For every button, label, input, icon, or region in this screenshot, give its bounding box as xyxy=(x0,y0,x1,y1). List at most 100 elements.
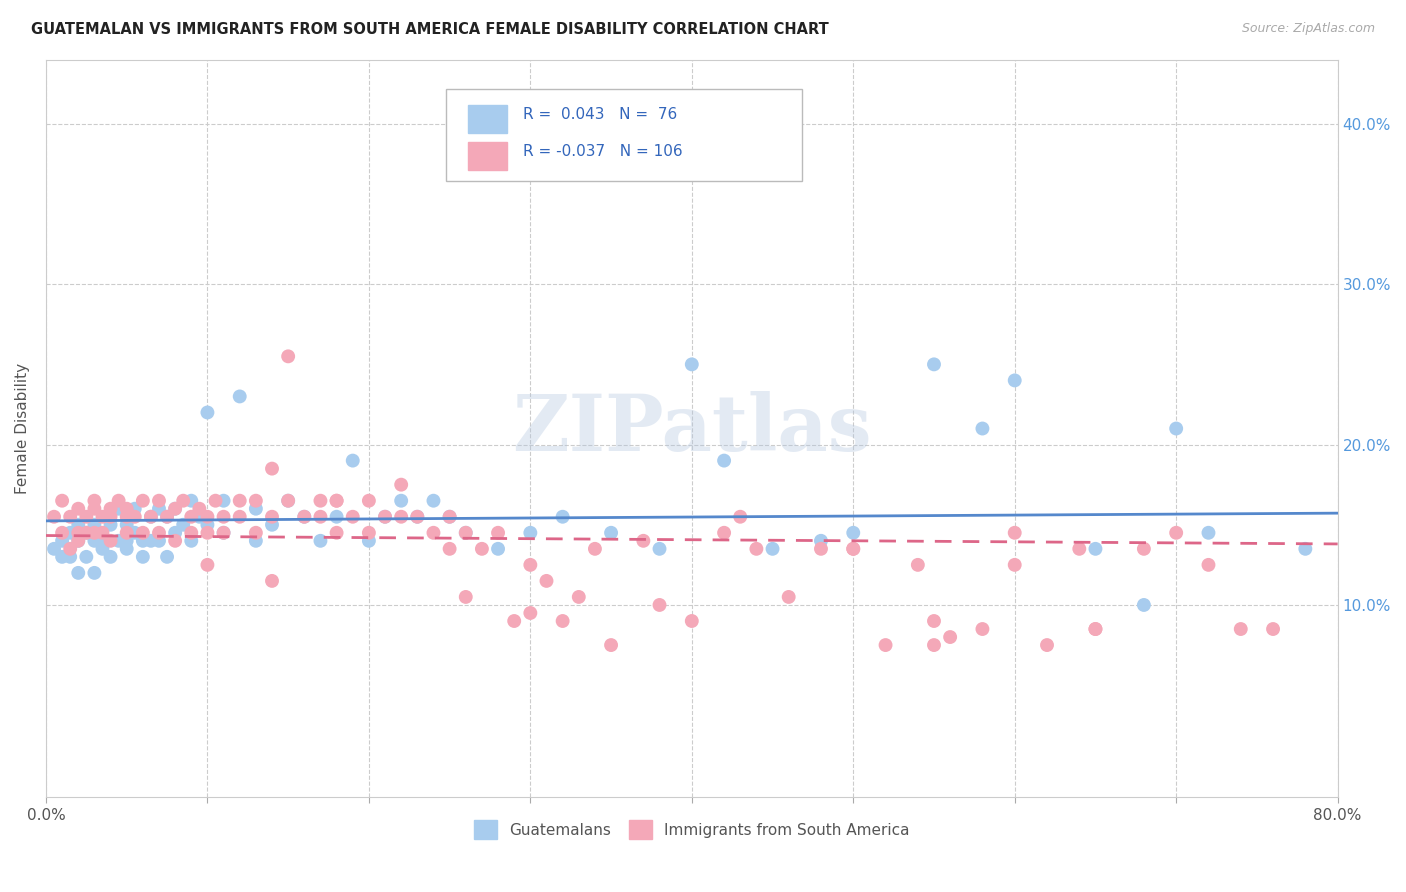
Point xyxy=(551,614,574,628)
Point xyxy=(100,517,122,532)
Point xyxy=(59,549,82,564)
Point xyxy=(51,525,73,540)
Point xyxy=(180,533,202,548)
Point xyxy=(713,453,735,467)
Point xyxy=(357,533,380,548)
Point xyxy=(1198,525,1220,540)
Point xyxy=(277,493,299,508)
Point xyxy=(156,549,179,564)
Legend: Guatemalans, Immigrants from South America: Guatemalans, Immigrants from South Ameri… xyxy=(468,814,915,845)
Point xyxy=(228,493,250,508)
Point xyxy=(115,509,138,524)
Point xyxy=(342,453,364,467)
Point xyxy=(75,525,97,540)
Point xyxy=(197,525,219,540)
Point xyxy=(107,493,129,508)
Point xyxy=(389,509,412,524)
Point xyxy=(148,533,170,548)
Point xyxy=(325,493,347,508)
Point xyxy=(172,493,194,508)
Point xyxy=(389,493,412,508)
Point xyxy=(188,509,211,524)
Point xyxy=(107,501,129,516)
Point xyxy=(406,509,429,524)
Point xyxy=(309,493,332,508)
Point xyxy=(309,533,332,548)
Point xyxy=(454,590,477,604)
Point xyxy=(761,541,783,556)
Point xyxy=(83,566,105,580)
Bar xyxy=(468,142,508,170)
Point xyxy=(156,509,179,524)
Point xyxy=(648,541,671,556)
Point xyxy=(1229,622,1251,636)
Point xyxy=(75,509,97,524)
Text: R =  0.043   N =  76: R = 0.043 N = 76 xyxy=(523,107,676,122)
Point xyxy=(75,549,97,564)
Point xyxy=(568,590,591,604)
Point xyxy=(51,533,73,548)
FancyBboxPatch shape xyxy=(446,89,801,181)
Point xyxy=(292,509,315,524)
Point xyxy=(197,558,219,572)
Point xyxy=(325,493,347,508)
Point xyxy=(180,525,202,540)
Point xyxy=(519,525,541,540)
Point xyxy=(486,525,509,540)
Point xyxy=(124,509,146,524)
Point xyxy=(115,501,138,516)
Point xyxy=(374,509,396,524)
Point xyxy=(600,638,623,652)
Point xyxy=(374,509,396,524)
Point xyxy=(83,533,105,548)
Point xyxy=(648,598,671,612)
Point xyxy=(519,606,541,620)
Point xyxy=(681,357,703,371)
Point xyxy=(100,501,122,516)
Point xyxy=(681,614,703,628)
Point xyxy=(204,493,226,508)
Point xyxy=(115,541,138,556)
Point xyxy=(139,509,162,524)
Point xyxy=(972,421,994,435)
Point xyxy=(67,533,90,548)
Point xyxy=(115,533,138,548)
Point xyxy=(1084,541,1107,556)
Point xyxy=(156,509,179,524)
Point xyxy=(59,525,82,540)
Bar xyxy=(468,105,508,134)
Point xyxy=(842,541,865,556)
Point xyxy=(83,501,105,516)
Point xyxy=(180,493,202,508)
Point xyxy=(745,541,768,556)
Point xyxy=(91,533,114,548)
Point xyxy=(245,501,267,516)
Point xyxy=(100,509,122,524)
Point xyxy=(139,533,162,548)
Point xyxy=(1133,598,1156,612)
Point xyxy=(172,517,194,532)
Point xyxy=(1166,421,1188,435)
Point xyxy=(245,493,267,508)
Point xyxy=(59,509,82,524)
Point xyxy=(260,517,283,532)
Text: R = -0.037   N = 106: R = -0.037 N = 106 xyxy=(523,145,682,160)
Point xyxy=(67,525,90,540)
Point xyxy=(228,509,250,524)
Point xyxy=(471,541,494,556)
Point xyxy=(132,525,155,540)
Point xyxy=(165,501,187,516)
Point xyxy=(600,525,623,540)
Point xyxy=(100,533,122,548)
Point xyxy=(1036,638,1059,652)
Y-axis label: Female Disability: Female Disability xyxy=(15,363,30,494)
Point xyxy=(1261,622,1284,636)
Point xyxy=(91,509,114,524)
Point xyxy=(778,590,800,604)
Point xyxy=(325,525,347,540)
Point xyxy=(309,509,332,524)
Point xyxy=(842,525,865,540)
Point xyxy=(67,517,90,532)
Point xyxy=(503,614,526,628)
Point xyxy=(148,493,170,508)
